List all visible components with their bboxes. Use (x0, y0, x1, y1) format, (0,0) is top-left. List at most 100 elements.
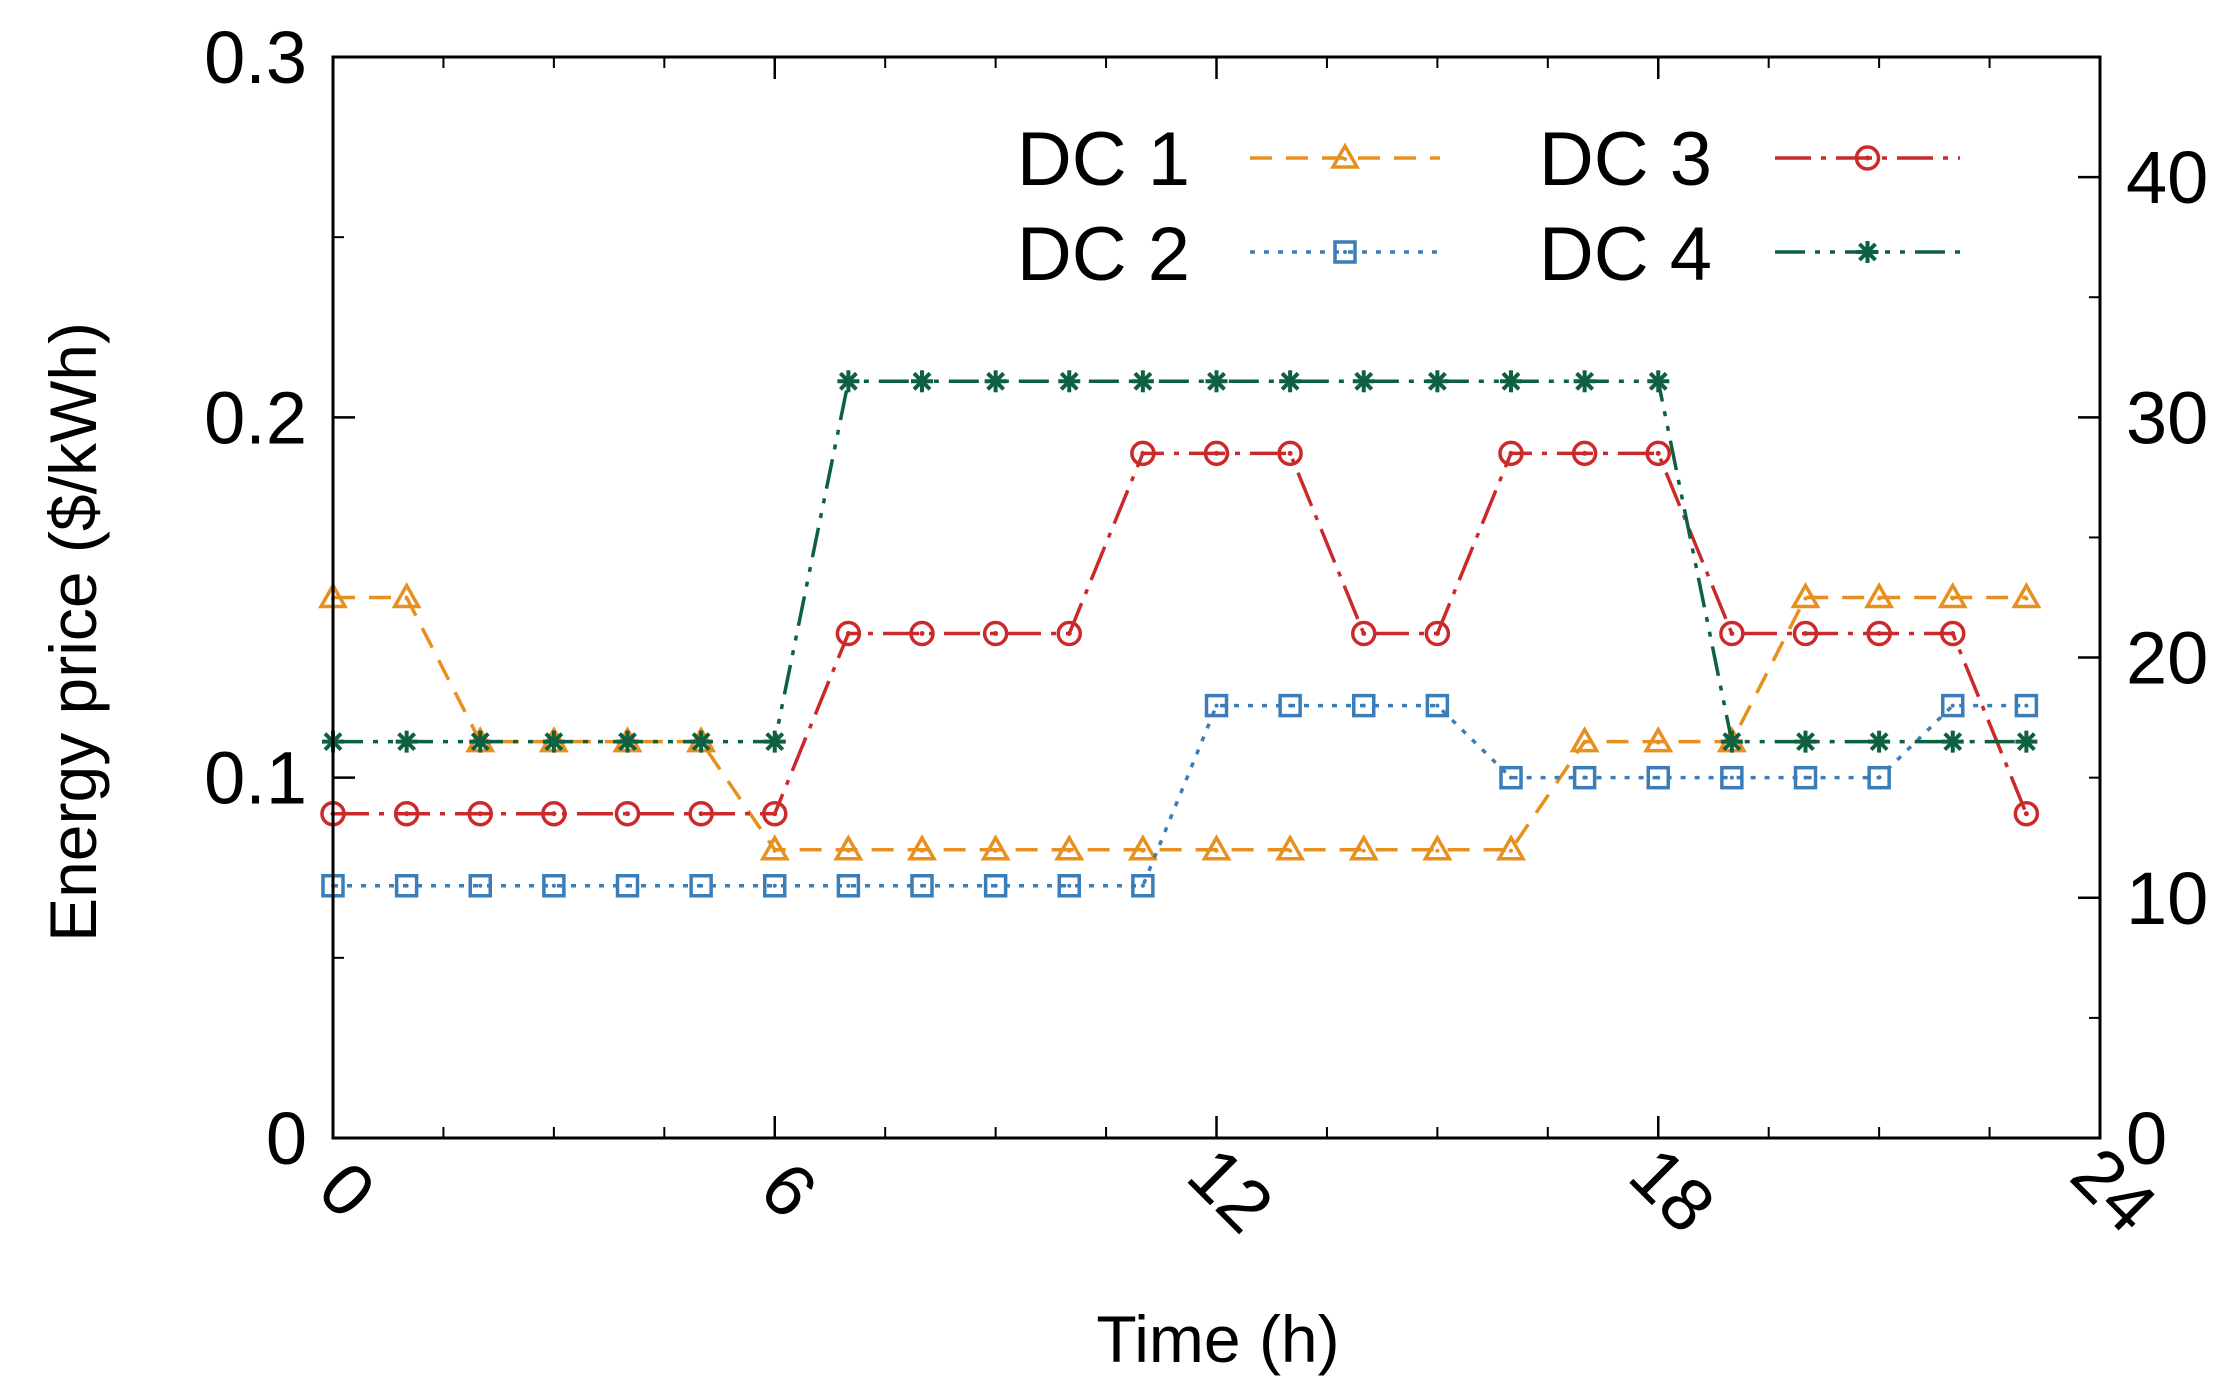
data-point-center (1214, 848, 1219, 853)
data-point (1790, 581, 1821, 609)
data-point (1130, 440, 1156, 467)
data-point (1426, 370, 1449, 393)
y2-tick-label: 30 (2126, 376, 2208, 459)
plot-frame (331, 55, 2102, 1140)
data-point-center (1803, 631, 1808, 637)
data-point (763, 874, 787, 898)
data-point-center (1509, 775, 1513, 780)
data-point-center (1434, 631, 1440, 637)
data-point (2014, 693, 2039, 718)
data-point (759, 834, 790, 861)
data-point-center (404, 811, 410, 817)
data-point (467, 800, 493, 827)
data-point-center (1509, 848, 1513, 853)
legend-marker-center (1343, 157, 1347, 161)
data-point (1941, 693, 1965, 718)
data-point (1646, 765, 1670, 790)
legend-marker-center (1865, 155, 1870, 161)
y-tick-label: 0.2 (204, 376, 307, 459)
data-point-center (993, 883, 998, 888)
data-point-center (1877, 596, 1882, 601)
data-point (984, 370, 1007, 393)
legend-marker (1854, 145, 1881, 171)
data-point (1203, 440, 1230, 467)
data-point (1868, 730, 1891, 753)
data-point (393, 800, 420, 827)
legend-label: DC 1 (1017, 117, 1190, 202)
legend: DC 1 DC 2 DC 3 DC 4 (1017, 117, 1960, 297)
data-point-center (1288, 848, 1293, 853)
data-point (690, 730, 713, 753)
y2-tick-label: 20 (2126, 617, 2208, 700)
data-point-center (920, 883, 924, 888)
data-point-center (1435, 703, 1440, 708)
data-point-center (1066, 631, 1072, 637)
data-point (1495, 834, 1527, 861)
data-point (1352, 370, 1375, 393)
data-point (1864, 581, 1895, 609)
data-point-center (1656, 775, 1661, 780)
y2-tick-label: 0 (2126, 1097, 2167, 1180)
data-point (1571, 440, 1598, 467)
data-point (1720, 730, 1743, 753)
data-point (688, 800, 714, 827)
data-point (762, 800, 788, 827)
data-point-center (1287, 450, 1293, 456)
data-point (1422, 834, 1453, 861)
data-point (763, 730, 786, 753)
data-point-center (1656, 740, 1661, 745)
data-point-center (1582, 450, 1588, 456)
series-dc-4 (322, 370, 2038, 753)
data-point (1940, 620, 1966, 647)
data-point (615, 874, 640, 898)
data-point-center (1950, 631, 1956, 637)
data-point-center (1729, 631, 1735, 637)
data-point-center (1876, 631, 1882, 637)
data-point (1645, 440, 1671, 467)
data-point (1131, 370, 1154, 393)
data-point-center (845, 631, 851, 637)
data-point (2011, 581, 2042, 609)
legend-marker (1856, 241, 1879, 263)
data-point (1205, 370, 1228, 393)
data-point (1279, 370, 1302, 393)
data-point-center (1140, 883, 1145, 888)
data-point-center (1582, 740, 1587, 745)
data-point-center (1288, 703, 1293, 708)
legend-marker (1329, 142, 1361, 169)
data-point-center (1067, 883, 1072, 888)
data-point (1643, 726, 1674, 753)
data-point-center (1435, 848, 1440, 853)
legend-marker (1333, 240, 1357, 264)
y-axis-label: Energy price ($/kWh) (36, 322, 110, 942)
data-point-center (993, 848, 998, 853)
data-point-center (625, 811, 630, 817)
data-point-center (920, 848, 924, 853)
y2-tick-label: 40 (2126, 136, 2208, 219)
data-point-center (846, 883, 851, 888)
data-point (689, 874, 713, 898)
data-point (909, 620, 935, 647)
data-point (1278, 693, 1302, 718)
data-point (616, 730, 639, 753)
data-point-center (2024, 596, 2029, 601)
data-point (1792, 620, 1819, 647)
data-point (1569, 726, 1600, 753)
data-point (1201, 834, 1232, 861)
legend-label: DC 2 (1017, 212, 1190, 297)
data-point (1348, 834, 1379, 861)
data-point (1941, 730, 1964, 753)
data-point (837, 370, 860, 393)
data-point (1351, 620, 1377, 647)
data-point (835, 620, 862, 647)
data-point-center (772, 848, 777, 853)
data-point-center (478, 883, 483, 888)
data-point (1499, 765, 1523, 790)
series-dc-3 (320, 440, 2040, 827)
data-point (1647, 370, 1670, 393)
data-point (982, 620, 1009, 647)
data-point (1867, 765, 1891, 790)
series-line (333, 379, 2027, 744)
data-point (541, 800, 567, 827)
